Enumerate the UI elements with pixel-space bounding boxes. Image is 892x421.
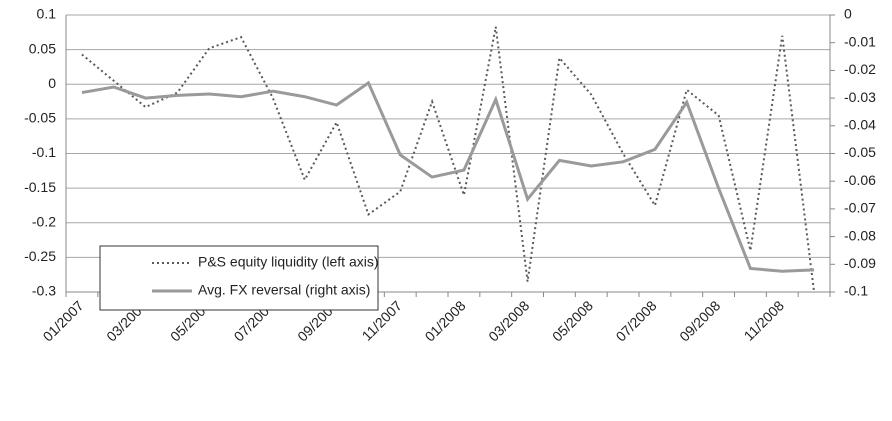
x-tick-label: 01/2007 — [40, 297, 87, 344]
y-tick-label: 0 — [48, 75, 56, 91]
y2-tick-label: -0.08 — [844, 227, 876, 243]
x-tick-label: 01/2008 — [422, 297, 469, 344]
x-tick-label: 05/2008 — [549, 297, 596, 344]
y2-tick-label: 0 — [844, 6, 852, 22]
y-tick-label: -0.25 — [24, 248, 56, 264]
y2-tick-label: -0.02 — [844, 61, 876, 77]
y-tick-label: 0.05 — [29, 40, 56, 56]
x-tick-label: 09/2008 — [676, 297, 723, 344]
y2-tick-label: -0.05 — [844, 144, 876, 160]
y2-tick-label: -0.06 — [844, 172, 876, 188]
x-tick-label: 03/2008 — [485, 297, 532, 344]
y2-tick-label: -0.03 — [844, 89, 876, 105]
y2-tick-label: -0.1 — [844, 283, 868, 299]
y-tick-label: -0.05 — [24, 110, 56, 126]
y2-tick-label: -0.09 — [844, 255, 876, 271]
y-tick-label: 0.1 — [37, 6, 57, 22]
y-tick-label: -0.2 — [32, 213, 56, 229]
y2-tick-label: -0.04 — [844, 117, 876, 133]
y-tick-label: -0.15 — [24, 179, 56, 195]
legend-label: Avg. FX reversal (right axis) — [198, 282, 370, 298]
y-tick-label: -0.3 — [32, 283, 56, 299]
x-tick-label: 11/2008 — [741, 297, 788, 344]
y2-tick-label: -0.01 — [844, 33, 876, 49]
legend-box — [99, 245, 379, 311]
y-tick-label: -0.1 — [32, 144, 56, 160]
series-line — [81, 26, 816, 293]
legend-label: P&S equity liquidity (left axis) — [198, 254, 379, 270]
series-line — [81, 80, 815, 273]
x-tick-label: 07/2008 — [613, 297, 660, 344]
y2-tick-label: -0.07 — [844, 200, 876, 216]
